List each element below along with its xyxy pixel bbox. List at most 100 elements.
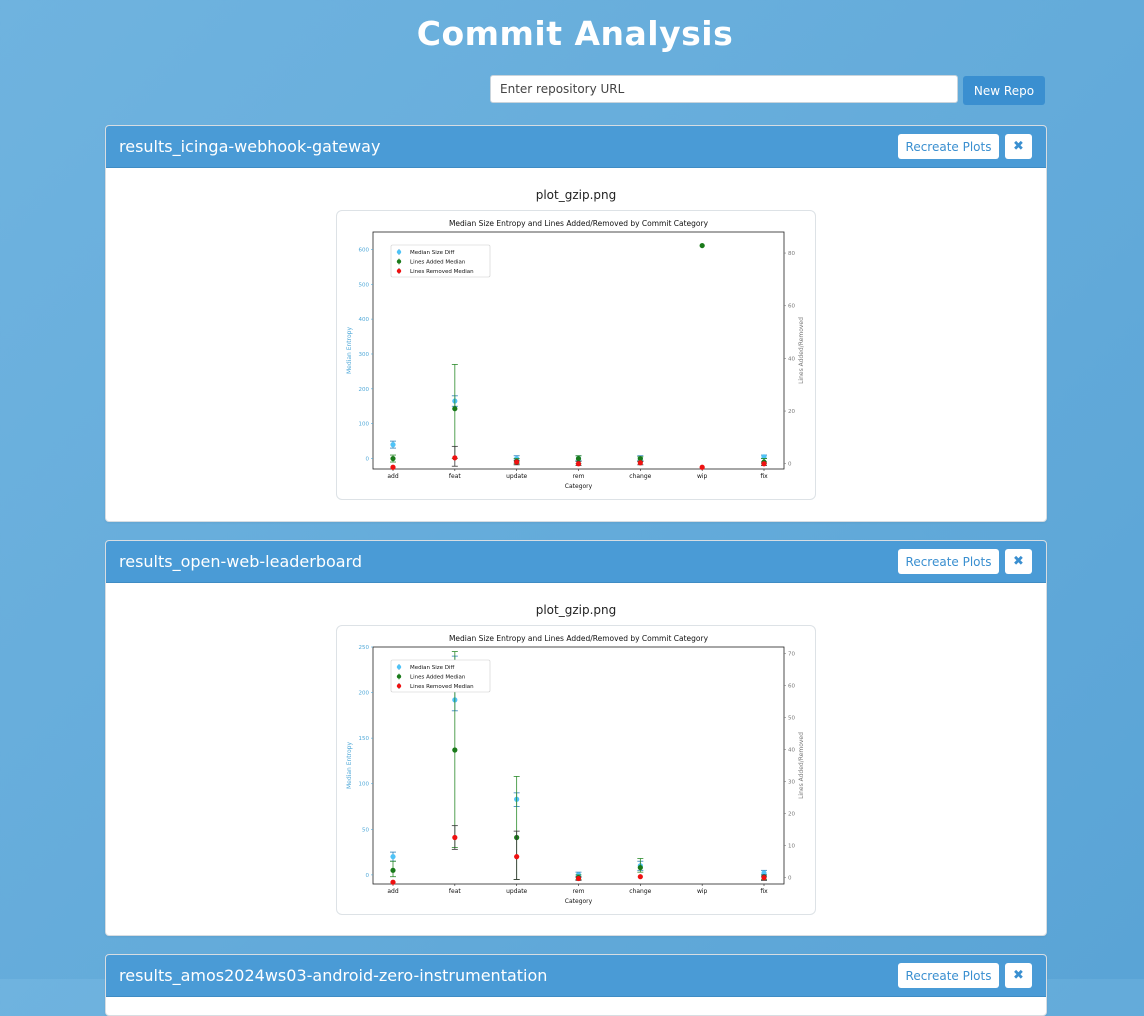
repo-url-input[interactable]: [490, 75, 958, 103]
y2-tick-label: 70: [788, 651, 795, 657]
data-point: [761, 454, 767, 460]
plot-image: Median Size Entropy and Lines Added/Remo…: [336, 210, 816, 500]
card-title: results_amos2024ws03-android-zero-instru…: [119, 966, 548, 985]
data-point: [699, 464, 705, 470]
close-button[interactable]: ✖: [1005, 549, 1032, 574]
legend: Median Size Diff Lines Added Median Lines …: [390, 244, 491, 278]
close-button[interactable]: ✖: [1005, 963, 1032, 988]
data-point: [637, 864, 643, 871]
legend-marker: [396, 674, 402, 679]
x-axis-label: Category: [565, 483, 593, 490]
plot-filename: plot_gzip.png: [535, 188, 617, 202]
legend: Median Size Diff Lines Added Median Lines …: [390, 659, 491, 693]
data-point: [575, 455, 582, 462]
y2-tick-label: 60: [788, 304, 795, 310]
card-header: results_open-web-leaderboard Recreate Pl…: [106, 541, 1046, 583]
y-tick-label: 150: [359, 736, 370, 742]
y2-tick-label: 80: [788, 251, 795, 257]
result-card: results_open-web-leaderboard Recreate Pl…: [105, 540, 1047, 936]
legend-label: Median Size Diff: [410, 665, 455, 671]
x-tick-label: update: [506, 888, 527, 895]
data-point: [390, 464, 396, 470]
y2-axis-label: Lines Added/Removed: [798, 317, 805, 384]
plot-image: Median Size Entropy and Lines Added/Remo…: [336, 625, 816, 915]
data-point: [390, 455, 396, 462]
close-button[interactable]: ✖: [1005, 134, 1032, 159]
plot-filename: plot_gzip.png: [535, 603, 617, 617]
data-point: [761, 875, 767, 881]
legend-label: Lines Removed Median: [410, 269, 474, 275]
data-point: [514, 459, 520, 465]
legend-marker: [396, 259, 402, 264]
y2-axis-label: Lines Added/Removed: [798, 732, 805, 799]
data-point: [514, 854, 520, 860]
chart-svg: Median Size Entropy and Lines Added/Remo…: [346, 219, 805, 490]
y2-tick-label: 20: [788, 812, 795, 818]
y2-tick-label: 0: [788, 462, 792, 468]
x-tick-label: update: [506, 473, 527, 480]
y-axis-label: Median Entropy: [346, 327, 353, 374]
card-title: results_open-web-leaderboard: [119, 552, 363, 571]
y-axis-label: Median Entropy: [346, 742, 353, 789]
y-tick-label: 500: [359, 282, 370, 288]
legend-label: Median Size Diff: [410, 250, 455, 256]
x-tick-label: wip: [697, 888, 708, 895]
data-point: [637, 455, 643, 462]
y-tick-label: 300: [359, 352, 370, 358]
data-point: [575, 875, 582, 882]
card-title: results_icinga-webhook-gateway: [119, 137, 381, 156]
recreate-plots-button[interactable]: Recreate Plots: [898, 963, 999, 988]
legend-box: [390, 244, 491, 278]
card-header: results_amos2024ws03-android-zero-instru…: [106, 955, 1046, 997]
y2-tick-label: 0: [788, 876, 792, 882]
data-point: [699, 242, 705, 249]
y-tick-label: 200: [359, 691, 370, 697]
y2-tick-label: 30: [788, 780, 795, 786]
legend-label: Lines Removed Median: [410, 684, 474, 690]
data-point: [390, 854, 396, 860]
x-tick-label: fix: [760, 473, 768, 480]
y-tick-label: 50: [362, 827, 369, 833]
legend-marker: [396, 664, 402, 670]
recreate-plots-button[interactable]: Recreate Plots: [898, 134, 999, 159]
x-axis-label: Category: [565, 898, 593, 905]
data-point: [452, 406, 458, 412]
chart-title: Median Size Entropy and Lines Added/Remo…: [449, 219, 709, 228]
x-tick-label: add: [387, 473, 398, 480]
legend-box: [390, 659, 491, 693]
data-point: [575, 461, 582, 467]
x-tick-label: change: [629, 473, 651, 480]
chart-svg: Median Size Entropy and Lines Added/Remo…: [346, 634, 805, 905]
recreate-plots-button[interactable]: Recreate Plots: [898, 549, 999, 574]
y-tick-label: 0: [366, 873, 370, 879]
card-header: results_icinga-webhook-gateway Recreate …: [106, 126, 1046, 168]
y-tick-label: 100: [359, 422, 370, 428]
data-point: [390, 867, 396, 873]
data-point: [390, 442, 396, 448]
y-tick-label: 250: [359, 645, 370, 651]
x-tick-label: rem: [573, 888, 585, 895]
data-point: [637, 460, 643, 466]
data-point: [761, 870, 767, 876]
y-tick-label: 100: [359, 782, 370, 788]
page-title: Commit Analysis: [416, 14, 734, 53]
legend-label: Lines Added Median: [410, 675, 466, 681]
new-repo-button[interactable]: New Repo: [963, 76, 1045, 105]
legend-marker: [396, 683, 402, 689]
data-point: [761, 461, 767, 467]
legend-label: Lines Added Median: [410, 260, 466, 266]
data-point: [637, 874, 643, 880]
x-tick-label: add: [387, 888, 398, 895]
x-tick-label: feat: [449, 888, 461, 895]
data-point: [452, 834, 458, 841]
y2-tick-label: 40: [788, 356, 795, 362]
x-tick-label: feat: [449, 473, 461, 480]
y2-tick-label: 50: [788, 715, 795, 721]
y2-tick-label: 20: [788, 409, 795, 415]
legend-marker: [396, 268, 402, 274]
y2-tick-label: 40: [788, 747, 795, 753]
x-tick-label: wip: [697, 473, 708, 480]
y-tick-label: 600: [359, 247, 370, 253]
y2-tick-label: 60: [788, 683, 795, 689]
x-tick-label: rem: [573, 473, 585, 480]
